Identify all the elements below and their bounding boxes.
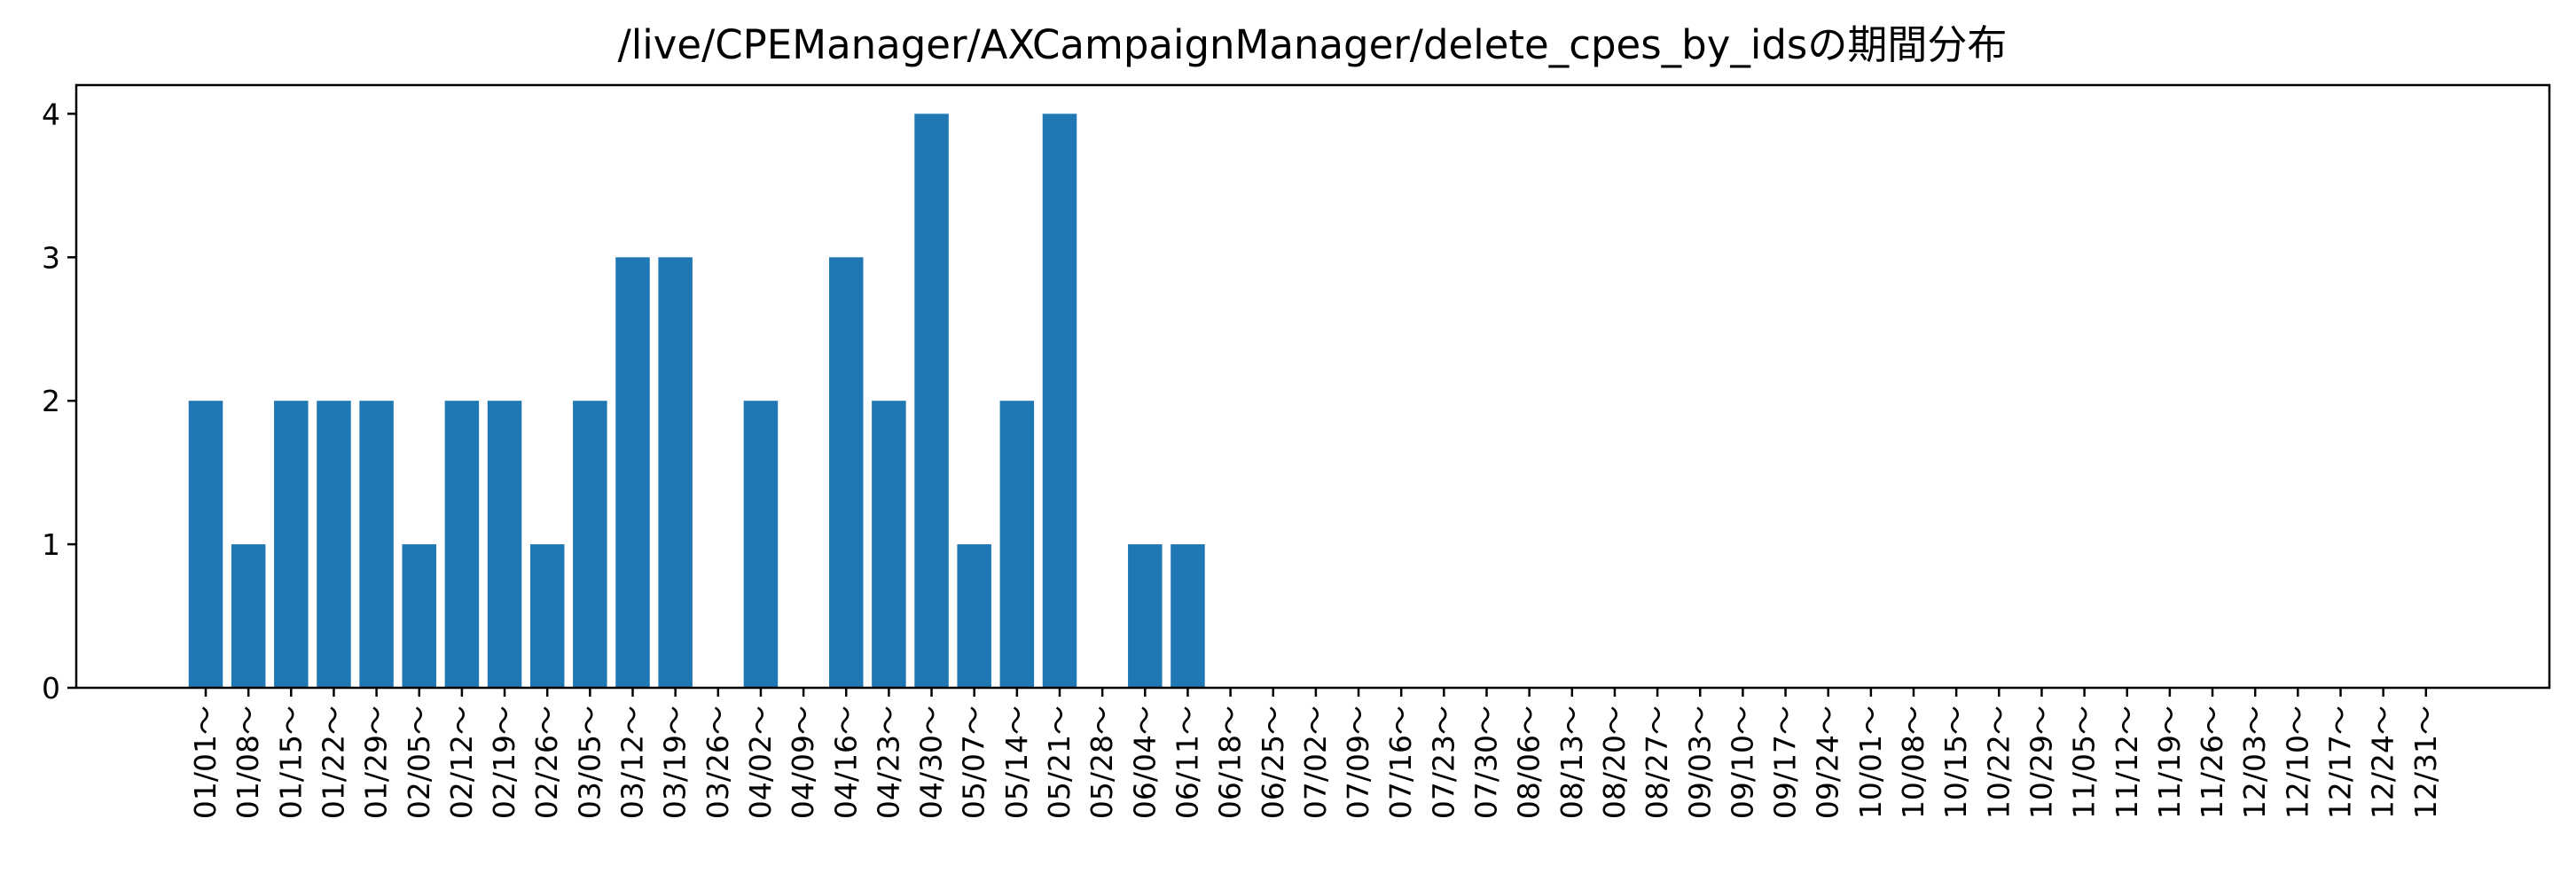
x-tick-label: 12/24～	[2366, 706, 2400, 819]
x-tick-label: 05/07～	[957, 706, 991, 819]
x-tick-label: 11/05～	[2067, 706, 2102, 819]
x-tick-label: 01/15～	[273, 706, 308, 819]
plot-frame	[74, 83, 2551, 690]
x-tick-label: 03/19～	[658, 706, 693, 819]
x-tick-label: 04/02～	[743, 706, 778, 819]
x-tick-label: 05/14～	[999, 706, 1034, 819]
bar-11	[658, 257, 693, 688]
x-tick-label: 09/17～	[1768, 706, 1803, 819]
x-tick-label: 10/01～	[1853, 706, 1888, 819]
x-tick-label: 12/31～	[2408, 706, 2443, 819]
bar-0	[188, 401, 223, 688]
bar-4	[359, 401, 394, 688]
bar-9	[573, 401, 607, 688]
bar-6	[444, 401, 480, 688]
bar-19	[999, 401, 1035, 688]
x-tick-label: 04/16～	[828, 706, 863, 819]
x-tick-label: 09/10～	[1725, 706, 1759, 819]
bar-22	[1128, 544, 1163, 688]
bar-10	[615, 257, 650, 688]
bar-7	[487, 401, 522, 688]
bar-15	[829, 257, 864, 688]
x-tick-label: 10/08～	[1896, 706, 1930, 819]
x-tick-label: 07/30～	[1469, 706, 1504, 819]
x-tick-label: 03/26～	[701, 706, 735, 819]
bar-1	[231, 544, 266, 688]
bar-17	[914, 113, 949, 688]
bar-5	[402, 544, 436, 688]
x-tick-label: 06/04～	[1127, 706, 1162, 819]
bar-3	[317, 401, 351, 688]
y-tick-label: 3	[42, 240, 60, 275]
x-tick-label: 05/28～	[1084, 706, 1119, 819]
bar-2	[274, 401, 309, 688]
x-tick-label: 10/22～	[1981, 706, 2016, 819]
x-tick-label: 01/22～	[316, 706, 350, 819]
y-tick-label: 0	[42, 671, 60, 706]
x-tick-label: 04/09～	[786, 706, 820, 819]
x-tick-label: 07/23～	[1426, 706, 1460, 819]
x-tick-label: 06/25～	[1256, 706, 1290, 819]
x-tick-label: 04/23～	[871, 706, 905, 819]
bar-20	[1042, 113, 1077, 688]
x-tick-label: 10/29～	[2024, 706, 2058, 819]
x-tick-label: 07/02～	[1298, 706, 1333, 819]
x-tick-label: 02/19～	[487, 706, 521, 819]
x-tick-label: 06/18～	[1213, 706, 1248, 819]
x-tick-label: 02/26～	[529, 706, 564, 819]
x-tick-label: 05/21～	[1042, 706, 1077, 819]
x-tick-label: 08/20～	[1597, 706, 1632, 819]
bar-23	[1171, 544, 1205, 688]
x-tick-label: 09/24～	[1811, 706, 1845, 819]
x-tick-label: 06/11～	[1170, 706, 1204, 819]
x-tick-label: 03/05～	[572, 706, 607, 819]
y-tick-label: 4	[42, 97, 60, 131]
bar-8	[529, 544, 565, 688]
x-tick-label: 01/29～	[359, 706, 394, 819]
bar-16	[872, 401, 906, 688]
bar-18	[957, 544, 991, 688]
x-tick-label: 01/08～	[231, 706, 265, 819]
x-tick-label: 02/12～	[444, 706, 479, 819]
x-axis: 01/01～ 01/08～ 01/15～ 01/22～ 01/29～ 02/05～ 02/1…	[188, 688, 2443, 819]
y-axis: 0 1 2 3 4	[42, 97, 76, 706]
x-tick-label: 12/10～	[2280, 706, 2314, 819]
bar-13	[743, 401, 779, 688]
chart-title: /live/CPEManager/AXCampaignManager/delet…	[618, 21, 2008, 68]
y-tick-label: 2	[42, 384, 60, 418]
x-tick-label: 09/03～	[1682, 706, 1717, 819]
x-tick-label: 11/12～	[2110, 706, 2144, 819]
bars-layer	[188, 113, 1205, 688]
x-tick-label: 03/12～	[615, 706, 650, 819]
x-tick-label: 02/05～	[402, 706, 436, 819]
y-tick-label: 1	[42, 527, 60, 562]
x-tick-label: 08/13～	[1554, 706, 1589, 819]
x-tick-label: 11/26～	[2195, 706, 2229, 819]
x-tick-label: 12/17～	[2323, 706, 2358, 819]
x-tick-label: 11/19～	[2152, 706, 2187, 819]
x-tick-label: 08/27～	[1640, 706, 1674, 819]
x-tick-label: 07/09～	[1341, 706, 1375, 819]
x-tick-label: 01/01～	[188, 706, 223, 819]
x-tick-label: 07/16～	[1383, 706, 1418, 819]
x-tick-label: 10/15～	[1938, 706, 1973, 819]
x-tick-label: 08/06～	[1512, 706, 1546, 819]
x-tick-label: 04/30～	[914, 706, 949, 819]
x-tick-label: 12/03～	[2237, 706, 2272, 819]
